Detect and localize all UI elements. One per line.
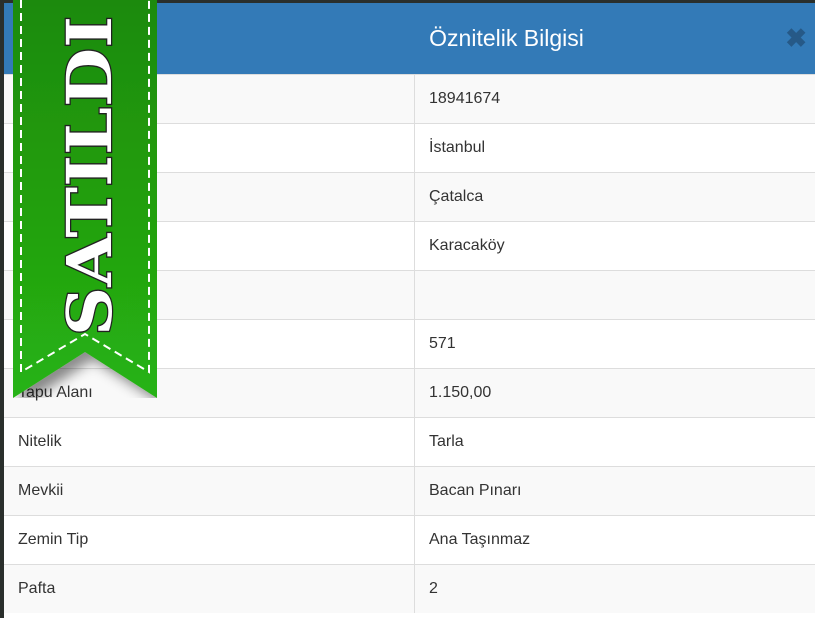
attribute-value: Tarla [415, 418, 815, 467]
attribute-value: Çatalca [415, 173, 815, 222]
attribute-value: 2 [415, 565, 815, 614]
attribute-label: Pafta [4, 565, 415, 614]
sold-badge-text: SATILDI [53, 16, 126, 336]
attribute-value: İstanbul [415, 124, 815, 173]
attribute-value: 18941674 [415, 75, 815, 124]
attribute-value: 571 [415, 320, 815, 369]
attribute-label: Mevkii [4, 467, 415, 516]
attribute-value: Bacan Pınarı [415, 467, 815, 516]
attribute-value: 1.150,00 [415, 369, 815, 418]
close-icon[interactable]: ✖ [785, 25, 807, 51]
sold-ribbon: SATILDI [13, 0, 157, 398]
attribute-value: Ana Taşınmaz [415, 516, 815, 565]
modal-title: Öznitelik Bilgisi [429, 25, 584, 52]
attribute-label: Zemin Tip [4, 516, 415, 565]
attribute-value: Karacaköy [415, 222, 815, 271]
attribute-label: Nitelik [4, 418, 415, 467]
attribute-value [415, 271, 815, 320]
